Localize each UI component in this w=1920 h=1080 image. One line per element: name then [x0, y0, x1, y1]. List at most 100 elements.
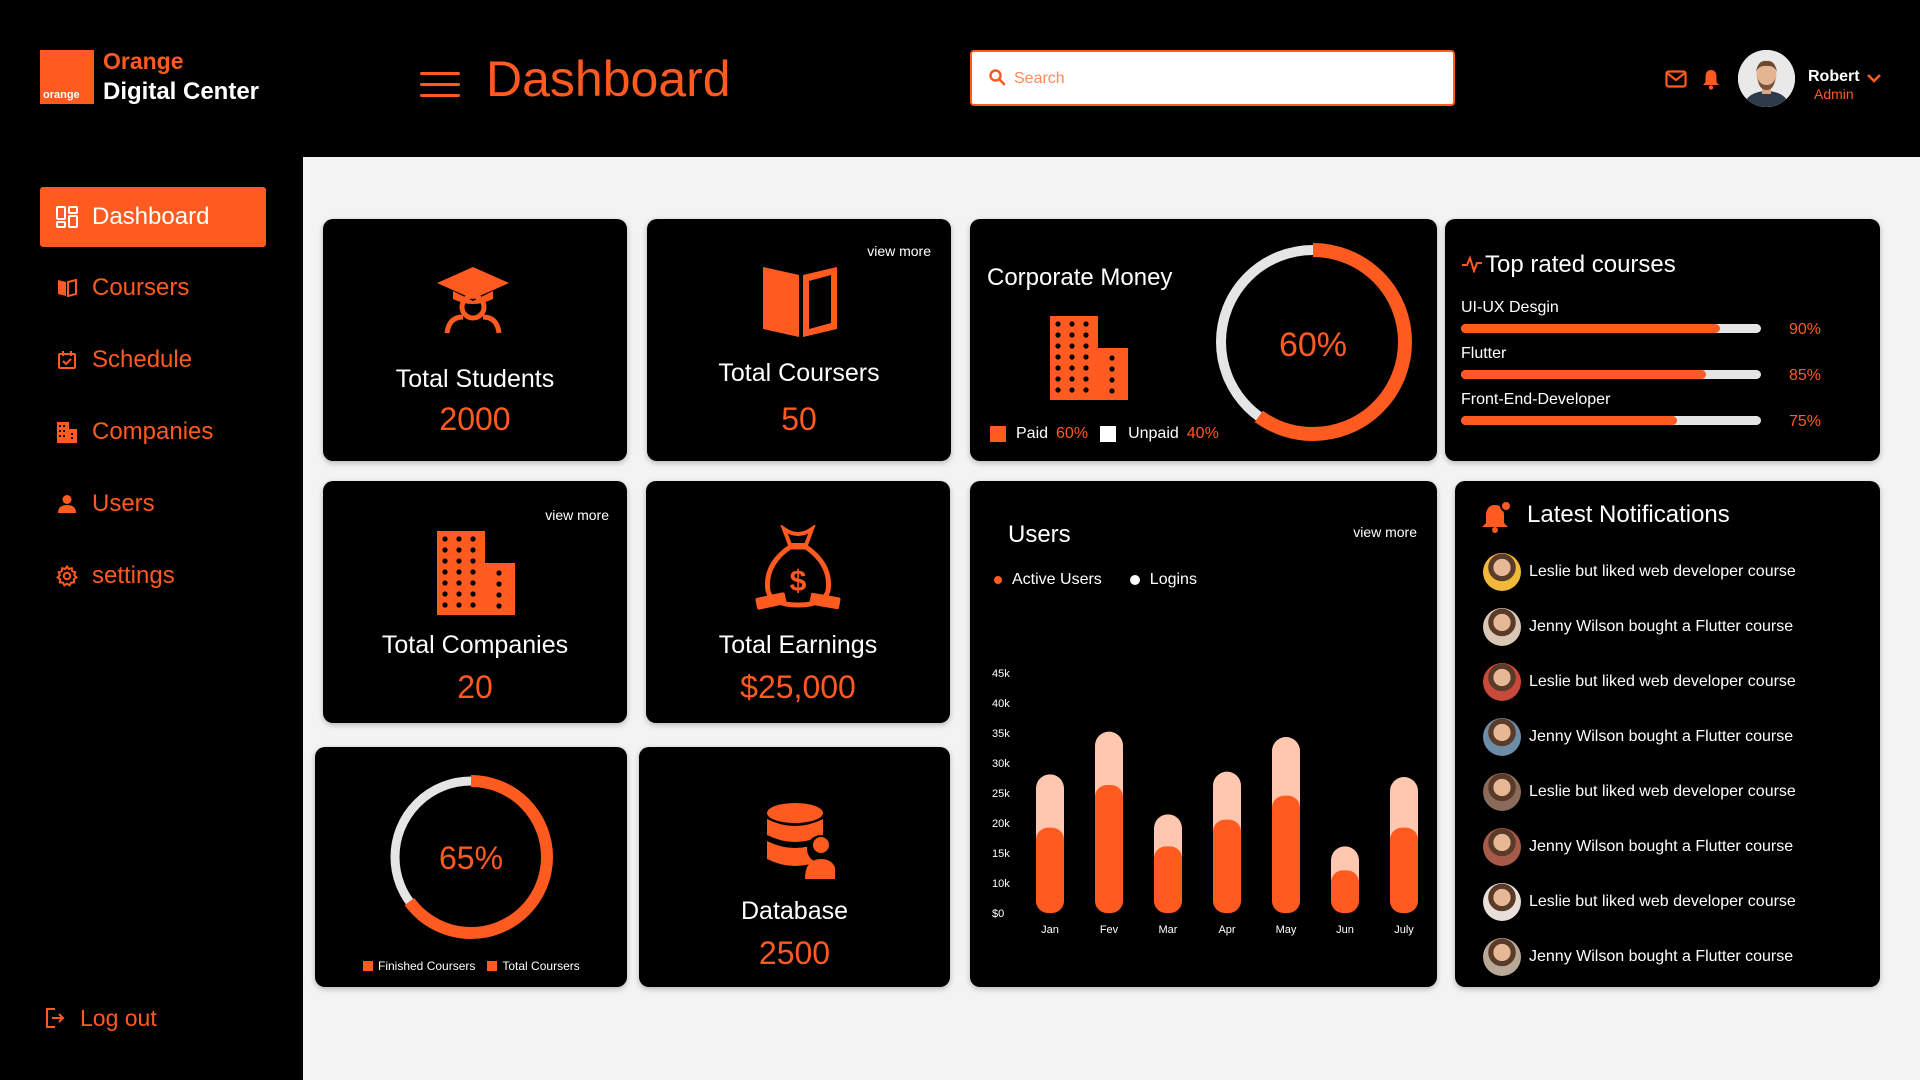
brand-subtitle: Digital Center — [103, 78, 260, 105]
card-label: Total Coursers — [718, 359, 880, 387]
view-more-link[interactable]: view more — [867, 243, 931, 259]
notification-item[interactable]: Leslie but liked web developer course — [1483, 772, 1796, 812]
sidebar-item-dashboard[interactable]: Dashboard — [40, 187, 266, 247]
logout-button[interactable]: Log out — [28, 988, 254, 1048]
bar-active-users[interactable] — [1036, 827, 1064, 913]
course-progress-bar — [1461, 370, 1761, 379]
notification-text: Jenny Wilson bought a Flutter course — [1529, 728, 1794, 745]
bar-active-users[interactable] — [1213, 819, 1241, 913]
notification-item[interactable]: Jenny Wilson bought a Flutter course — [1483, 717, 1793, 757]
bar-active-users[interactable] — [1390, 827, 1418, 913]
bar-active-users[interactable] — [1272, 795, 1300, 913]
card-total-companies[interactable]: view more Total Companies 20 — [323, 481, 627, 723]
sidebar-item-settings[interactable]: settings — [40, 546, 266, 606]
card-database[interactable]: Database 2500 — [639, 747, 950, 987]
card-finished-coursers[interactable]: 65% Finished Coursers Total Coursers — [315, 747, 627, 987]
avatar — [1483, 883, 1521, 921]
avatar — [1483, 608, 1521, 646]
donut-percent: 65% — [439, 840, 503, 876]
notification-text: Leslie but liked web developer course — [1529, 783, 1796, 800]
notification-item[interactable]: Jenny Wilson bought a Flutter course — [1483, 937, 1793, 977]
mail-icon[interactable] — [1665, 70, 1687, 88]
view-more-link[interactable]: view more — [545, 507, 609, 523]
unpaid-swatch — [1100, 426, 1117, 442]
course-percent: 90% — [1789, 321, 1822, 338]
top-rated-title: Top rated courses — [1485, 251, 1676, 278]
user-name: Robert — [1808, 68, 1860, 85]
building-icon — [54, 421, 80, 443]
total-label: Total Coursers — [502, 959, 580, 973]
view-more-link[interactable]: view more — [1353, 524, 1417, 540]
course-progress-bar — [1461, 324, 1761, 333]
building-icon — [437, 531, 515, 615]
notification-text: Leslie but liked web developer course — [1529, 563, 1796, 580]
page-title: Dashboard — [486, 51, 731, 107]
notification-text: Jenny Wilson bought a Flutter course — [1529, 838, 1794, 855]
card-label: Total Students — [395, 365, 555, 393]
card-top-rated-courses[interactable]: Top rated courses UI-UX Desgin 90% Flutter… — [1445, 219, 1880, 461]
course-progress-fill — [1461, 324, 1721, 333]
sidebar-item-companies[interactable]: Companies — [40, 402, 266, 462]
card-total-earnings[interactable]: $ Total Earnings $25,000 — [646, 481, 950, 723]
card-value: 50 — [781, 401, 817, 437]
unpaid-value: 40% — [1186, 425, 1219, 442]
bell-icon[interactable] — [1702, 68, 1720, 90]
notification-item[interactable]: Leslie but liked web developer course — [1483, 552, 1796, 592]
notification-item[interactable]: Jenny Wilson bought a Flutter course — [1483, 827, 1793, 867]
finished-label: Finished Coursers — [378, 959, 476, 973]
notification-item[interactable]: Jenny Wilson bought a Flutter course — [1483, 607, 1793, 647]
svg-text:$: $ — [790, 565, 807, 598]
course-percent: 85% — [1789, 367, 1822, 384]
gear-icon — [54, 565, 80, 587]
activity-icon — [1462, 255, 1482, 273]
chevron-down-icon[interactable] — [1866, 72, 1882, 84]
y-tick-label: $0 — [992, 908, 1004, 920]
card-label: Database — [740, 897, 849, 925]
notification-item[interactable]: Leslie but liked web developer course — [1483, 662, 1796, 702]
sidebar-item-label: Coursers — [92, 274, 190, 301]
search-box[interactable] — [970, 50, 1455, 106]
bar-active-users[interactable] — [1095, 785, 1123, 913]
card-value: 20 — [457, 669, 493, 705]
avatar — [1483, 718, 1521, 756]
card-latest-notifications[interactable]: Latest Notifications Leslie but liked we… — [1455, 481, 1880, 987]
x-tick-label: Fev — [1100, 924, 1119, 936]
donut-percent: 60% — [1279, 326, 1347, 364]
x-tick-label: July — [1394, 924, 1414, 936]
search-icon — [989, 69, 1006, 86]
bar-active-users[interactable] — [1154, 846, 1182, 913]
avatar — [1483, 938, 1521, 976]
sidebar-item-users[interactable]: Users — [40, 474, 266, 534]
menu-icon[interactable] — [420, 72, 460, 97]
avatar — [1483, 773, 1521, 811]
corporate-title: Corporate Money — [987, 264, 1173, 291]
avatar[interactable] — [1738, 50, 1795, 107]
user-icon — [54, 494, 80, 514]
card-corporate-money[interactable]: Corporate Money 60% Paid 60% Unpaid 40% — [970, 219, 1437, 461]
book-icon — [54, 278, 80, 298]
course-name: Front-End-Developer — [1461, 391, 1611, 408]
calendar-icon — [54, 350, 80, 370]
sidebar-item-label: Companies — [92, 418, 214, 445]
notification-text: Leslie but liked web developer course — [1529, 893, 1796, 910]
card-value: $25,000 — [740, 669, 856, 705]
bar-active-users[interactable] — [1331, 870, 1359, 913]
card-users-chart[interactable]: Users view more Active Users Logins $0 10… — [970, 481, 1437, 987]
users-bar-chart: $0 10k 15k 20k 25k 30k 35k 40k 45k Jan Fev Mar Apr Ma… — [992, 668, 1418, 936]
x-tick-label: Jun — [1336, 924, 1354, 936]
card-total-coursers[interactable]: view more Total Coursers 50 — [647, 219, 951, 461]
search-input[interactable] — [1014, 64, 1434, 94]
progress-legend: Finished Coursers Total Coursers — [363, 959, 580, 973]
card-total-students[interactable]: Total Students 2000 — [323, 219, 627, 461]
unpaid-label: Unpaid — [1128, 425, 1179, 442]
brand-name: Orange — [103, 48, 184, 74]
graduation-cap-icon — [437, 267, 509, 334]
notification-item[interactable]: Leslie but liked web developer course — [1483, 882, 1796, 922]
sidebar-item-coursers[interactable]: Coursers — [40, 258, 266, 318]
orange-logo[interactable]: orange — [40, 50, 94, 104]
main-panel: Total Students 2000 view more Total Cour… — [303, 157, 1920, 1080]
chart-title: Users — [1008, 521, 1071, 548]
sidebar-item-schedule[interactable]: Schedule — [40, 330, 266, 390]
bell-icon — [1482, 500, 1512, 533]
